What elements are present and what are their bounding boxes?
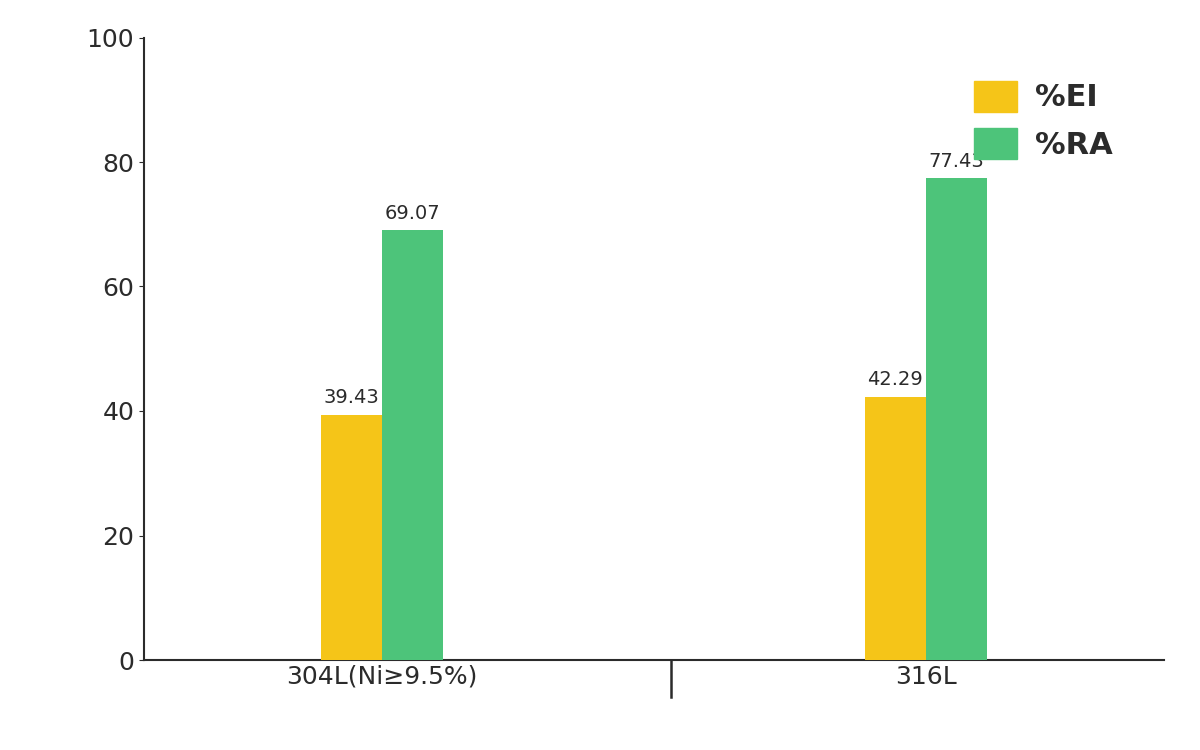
Bar <box>382 230 443 660</box>
Text: 42.29: 42.29 <box>868 370 923 389</box>
Bar <box>926 178 988 660</box>
Text: 39.43: 39.43 <box>324 388 379 407</box>
Bar <box>865 397 926 660</box>
Text: 77.43: 77.43 <box>929 152 984 170</box>
Legend: %EI, %RA: %EI, %RA <box>959 65 1128 175</box>
Bar <box>320 415 382 660</box>
Text: 69.07: 69.07 <box>385 203 440 223</box>
